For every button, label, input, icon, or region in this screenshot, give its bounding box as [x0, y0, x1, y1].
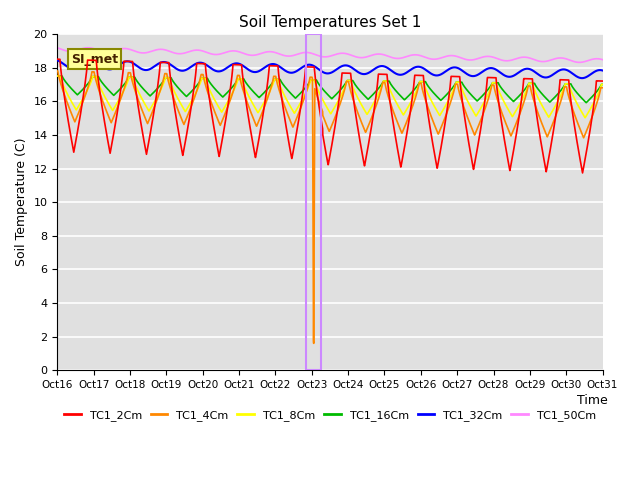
TC1_8Cm: [598, 82, 606, 87]
TC1_50Cm: [116, 46, 124, 52]
TC1_32Cm: [148, 65, 156, 71]
Legend: TC1_2Cm, TC1_4Cm, TC1_8Cm, TC1_16Cm, TC1_32Cm, TC1_50Cm: TC1_2Cm, TC1_4Cm, TC1_8Cm, TC1_16Cm, TC1…: [60, 406, 600, 425]
TC1_50Cm: [148, 48, 156, 54]
TC1_2Cm: [148, 121, 156, 127]
TC1_4Cm: [116, 99, 124, 105]
TC1_50Cm: [54, 45, 61, 51]
TC1_16Cm: [598, 82, 606, 87]
TC1_32Cm: [578, 75, 586, 81]
TC1_4Cm: [310, 340, 317, 346]
TC1_50Cm: [84, 45, 92, 50]
TC1_4Cm: [54, 68, 61, 74]
TC1_16Cm: [582, 100, 590, 106]
Y-axis label: Soil Temperature (C): Soil Temperature (C): [15, 138, 28, 266]
TC1_16Cm: [54, 73, 61, 79]
TC1_16Cm: [116, 87, 124, 93]
TC1_32Cm: [54, 58, 61, 63]
TC1_4Cm: [286, 118, 294, 123]
Line: TC1_32Cm: TC1_32Cm: [58, 60, 602, 78]
TC1_8Cm: [529, 83, 537, 89]
TC1_16Cm: [262, 87, 270, 93]
TC1_8Cm: [54, 73, 61, 79]
TC1_16Cm: [529, 81, 537, 86]
TC1_50Cm: [529, 56, 537, 62]
Line: TC1_50Cm: TC1_50Cm: [58, 48, 602, 62]
TC1_2Cm: [529, 84, 537, 90]
TC1_2Cm: [262, 89, 270, 95]
TC1_32Cm: [116, 62, 124, 68]
TC1_50Cm: [263, 49, 271, 55]
Title: Soil Temperatures Set 1: Soil Temperatures Set 1: [239, 15, 421, 30]
TC1_2Cm: [579, 170, 586, 176]
TC1_2Cm: [598, 78, 606, 84]
TC1_2Cm: [54, 56, 61, 62]
Line: TC1_8Cm: TC1_8Cm: [58, 76, 602, 118]
TC1_32Cm: [262, 63, 270, 69]
TC1_8Cm: [148, 103, 156, 109]
TC1_32Cm: [286, 70, 294, 75]
Text: SI_met: SI_met: [71, 52, 118, 66]
TC1_32Cm: [588, 71, 596, 76]
Line: TC1_2Cm: TC1_2Cm: [58, 59, 602, 173]
TC1_8Cm: [262, 95, 270, 101]
TC1_8Cm: [116, 96, 124, 101]
TC1_50Cm: [575, 60, 583, 65]
TC1_50Cm: [588, 57, 596, 62]
X-axis label: Time: Time: [577, 394, 608, 407]
TC1_50Cm: [598, 57, 606, 62]
TC1_8Cm: [581, 115, 589, 120]
TC1_2Cm: [286, 146, 294, 152]
Line: TC1_4Cm: TC1_4Cm: [58, 71, 602, 343]
TC1_16Cm: [286, 90, 294, 96]
TC1_2Cm: [588, 115, 596, 120]
TC1_32Cm: [598, 68, 606, 73]
TC1_4Cm: [588, 114, 596, 120]
Bar: [307, 34, 321, 371]
TC1_32Cm: [529, 68, 537, 73]
Line: TC1_16Cm: TC1_16Cm: [58, 76, 602, 103]
TC1_4Cm: [262, 98, 270, 104]
TC1_4Cm: [598, 85, 606, 91]
TC1_8Cm: [286, 103, 294, 109]
TC1_16Cm: [148, 91, 156, 97]
TC1_50Cm: [287, 53, 294, 59]
TC1_8Cm: [588, 103, 596, 109]
TC1_4Cm: [148, 110, 156, 116]
TC1_16Cm: [588, 94, 596, 100]
TC1_4Cm: [529, 96, 537, 102]
TC1_2Cm: [116, 95, 124, 101]
